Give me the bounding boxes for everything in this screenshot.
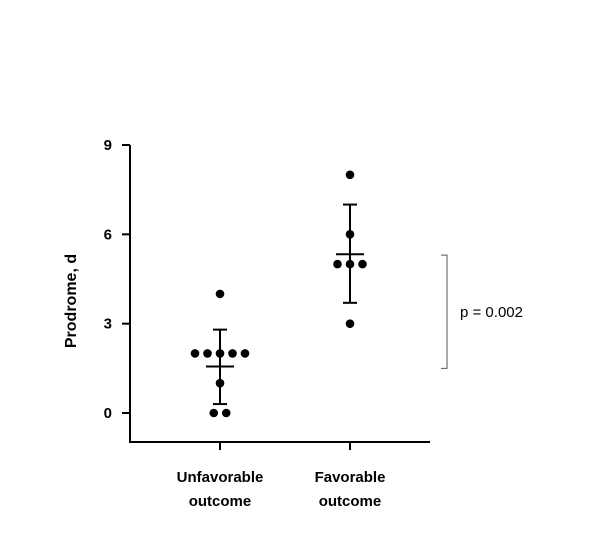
data-point xyxy=(345,170,355,180)
x-category-label: Favorable xyxy=(315,469,386,486)
y-axis-label: Prodrome, d xyxy=(63,254,80,348)
data-point xyxy=(228,349,237,358)
x-category-label: Unfavorable xyxy=(177,469,264,486)
x-category-label: outcome xyxy=(319,493,382,510)
p-value-label: p = 0.002 xyxy=(460,304,523,321)
data-point xyxy=(240,349,250,358)
data-point xyxy=(209,408,219,418)
data-point xyxy=(333,259,342,269)
data-point xyxy=(221,408,231,418)
y-tick-label: 6 xyxy=(104,226,112,243)
p-value-annotation: p = 0.002 xyxy=(441,254,523,369)
y-tick-label: 3 xyxy=(104,316,112,333)
p-value-bracket xyxy=(441,254,448,369)
y-tick-label: 9 xyxy=(104,137,112,154)
data-point xyxy=(215,289,225,299)
data-point xyxy=(345,319,355,328)
groups: Unfavorable outcome Favorable outcome xyxy=(177,170,386,510)
y-tick-label: 0 xyxy=(104,405,112,422)
x-category-label: outcome xyxy=(189,493,252,510)
axes xyxy=(129,145,430,443)
data-point xyxy=(358,259,367,269)
data-point xyxy=(190,349,200,358)
data-point xyxy=(203,349,212,358)
y-ticks: 0 3 6 9 xyxy=(104,137,130,422)
